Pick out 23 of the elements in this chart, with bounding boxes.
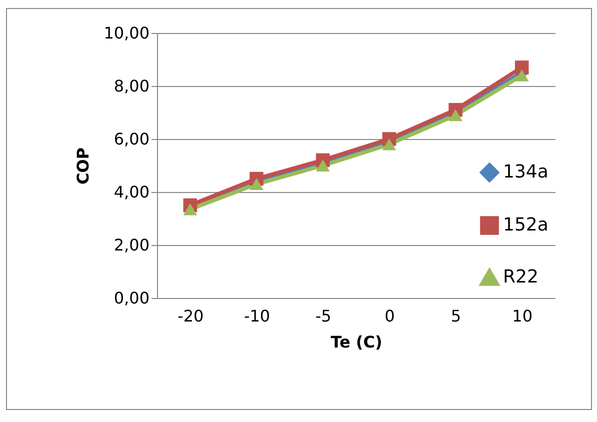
- legend-label: 134a: [503, 162, 548, 182]
- y-tick-label: 4,00: [114, 182, 150, 202]
- point: [448, 109, 462, 122]
- point: [514, 60, 529, 74]
- x-axis-title: Te (C): [330, 332, 382, 352]
- point: [514, 69, 529, 82]
- y-tick-label: 0,00: [114, 288, 150, 308]
- y-tick-label: 10,00: [104, 24, 150, 42]
- x-tick-label: -10: [244, 306, 270, 326]
- y-axis-title: COP: [74, 147, 93, 185]
- point: [250, 178, 264, 190]
- x-tick-label: 10: [512, 306, 533, 326]
- legend-label: 152a: [503, 214, 548, 236]
- x-tick-label: -20: [178, 306, 204, 326]
- point: [382, 138, 396, 150]
- y-tick-label: 6,00: [114, 130, 150, 148]
- y-tick-label: 8,00: [114, 76, 150, 96]
- point: [316, 160, 330, 172]
- x-tick-label: 0: [384, 306, 395, 326]
- x-tick-label: 5: [450, 306, 462, 326]
- x-tick-label: -5: [315, 306, 332, 326]
- y-tick-label: 2,00: [114, 236, 150, 254]
- legend-label: R22: [503, 266, 538, 288]
